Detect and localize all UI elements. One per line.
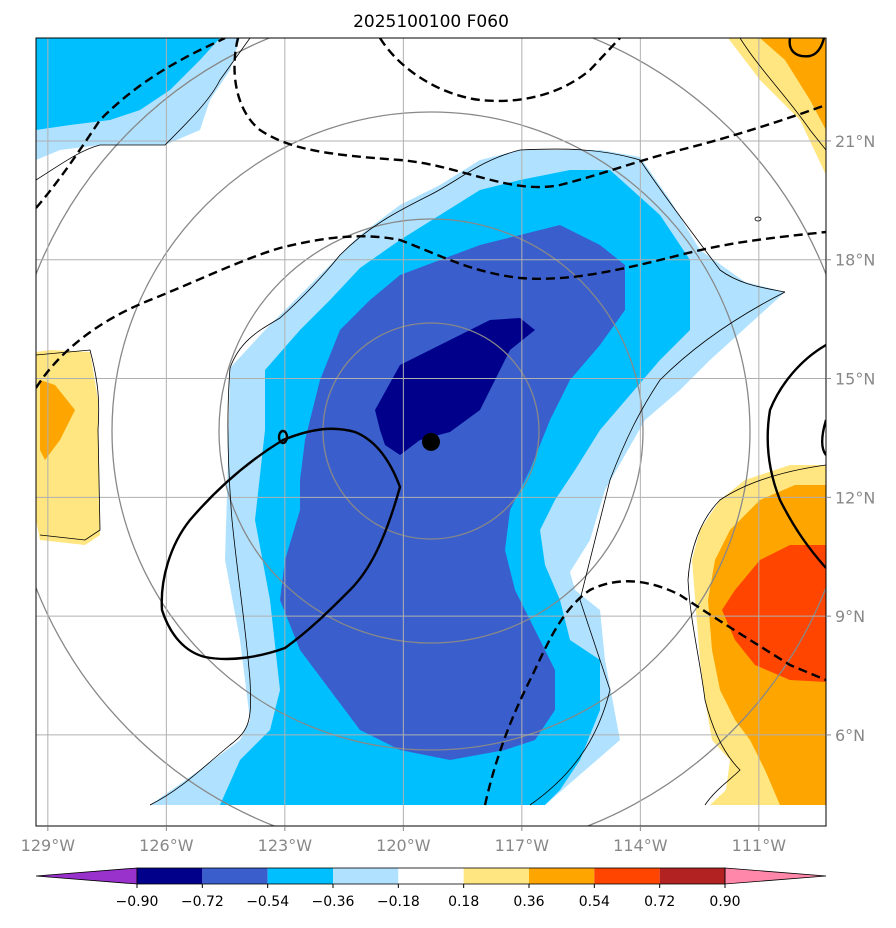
colorbar-segment-4 (333, 868, 399, 884)
colorbar-segment-1 (137, 868, 203, 884)
x-tick-label-6: 111°W (732, 836, 787, 855)
dashed-contours (36, 38, 826, 806)
colorbar-label-3: −0.36 (312, 894, 355, 910)
solid-contour-small-loop (277, 429, 289, 445)
solid-contour-east-small (821, 419, 826, 456)
pos036-region-northeast (760, 38, 826, 130)
dashed-contour-upper (36, 38, 226, 209)
thin-contour-small-loop (754, 216, 762, 222)
fill-positive-054 (722, 545, 826, 682)
colorbar: −0.90 −0.72 −0.54 −0.36 −0.18 0.18 0.36 0.54 0.7… (35, 867, 827, 910)
dashed-contour-north-arc (233, 38, 826, 189)
x-tick-label-0: 129°W (21, 836, 76, 855)
x-tick-label-3: 120°W (376, 836, 431, 855)
colorbar-label-4: −0.18 (377, 894, 420, 910)
colorbar-label-6: 0.36 (513, 894, 544, 910)
y-tick-label-2: 12°N (835, 488, 875, 507)
colorbar-label-0: −0.90 (116, 894, 159, 910)
thin-contour-west-loop (229, 148, 786, 369)
thin-contour-northeast (739, 38, 826, 151)
colorbar-label-1: −0.72 (181, 894, 224, 910)
y-axis: 6°N 9°N 12°N 15°N 18°N 21°N (826, 132, 875, 745)
range-rings (36, 38, 826, 826)
colorbar-segment-3 (267, 868, 333, 884)
thin-contour-lines (36, 38, 826, 806)
y-tick-label-1: 9°N (835, 607, 865, 626)
storm-center-marker (422, 432, 440, 451)
thin-contour-east-box (687, 464, 826, 806)
y-tick-label-4: 18°N (835, 251, 875, 270)
x-tick-label-4: 117°W (495, 836, 550, 855)
y-tick-label-0: 6°N (835, 726, 865, 745)
colorbar-extend-min (35, 867, 138, 885)
solid-contour-east (766, 343, 826, 569)
map-area (36, 38, 826, 826)
colorbar-outline (136, 867, 726, 885)
y-tick-label-3: 15°N (835, 370, 875, 389)
fill-negative-054 (280, 225, 625, 760)
range-ring-2deg (322, 322, 540, 540)
colorbar-segment-5 (398, 868, 464, 884)
x-tick-label-5: 114°W (613, 836, 668, 855)
range-ring-4deg (218, 218, 644, 644)
colorbar-segment-6 (463, 868, 529, 884)
chart-title: 2025100100 F060 (353, 12, 509, 32)
fill-negative-072 (375, 318, 535, 455)
solid-contours (160, 38, 826, 661)
solid-contour-west-loop (160, 427, 402, 661)
map-frame (35, 37, 827, 827)
colorbar-label-7: 0.54 (579, 894, 610, 910)
colorbar-label-8: 0.72 (644, 894, 675, 910)
thin-contour-northwest (36, 38, 251, 181)
dashed-contour-mid (36, 230, 826, 389)
thin-contour-west-edge (149, 367, 251, 806)
dashed-contour-south (483, 580, 826, 806)
pos036-region-west (40, 380, 75, 460)
thin-contour-east-edge (529, 291, 786, 806)
colorbar-label-9: 0.90 (709, 894, 740, 910)
dashed-contour-top (378, 38, 621, 103)
y-tick-label-5: 21°N (835, 132, 875, 151)
colorbar-extend-max (724, 867, 827, 885)
x-axis: 129°W 126°W 123°W 120°W 117°W 114°W 111°W (21, 826, 787, 855)
thin-contour-west-box (36, 349, 101, 541)
colorbar-segment-2 (202, 868, 268, 884)
colorbar-segment-8 (594, 868, 660, 884)
colorbar-segment-7 (529, 868, 595, 884)
neg036-region-northwest (36, 38, 220, 130)
colorbar-label-5: 0.18 (448, 894, 479, 910)
solid-contour-northeast (788, 38, 826, 58)
x-tick-label-2: 123°W (258, 836, 313, 855)
colorbar-label-2: −0.54 (246, 894, 289, 910)
x-tick-label-1: 126°W (139, 836, 194, 855)
range-ring-6deg (111, 111, 751, 751)
colorbar-segment-9 (659, 868, 725, 884)
